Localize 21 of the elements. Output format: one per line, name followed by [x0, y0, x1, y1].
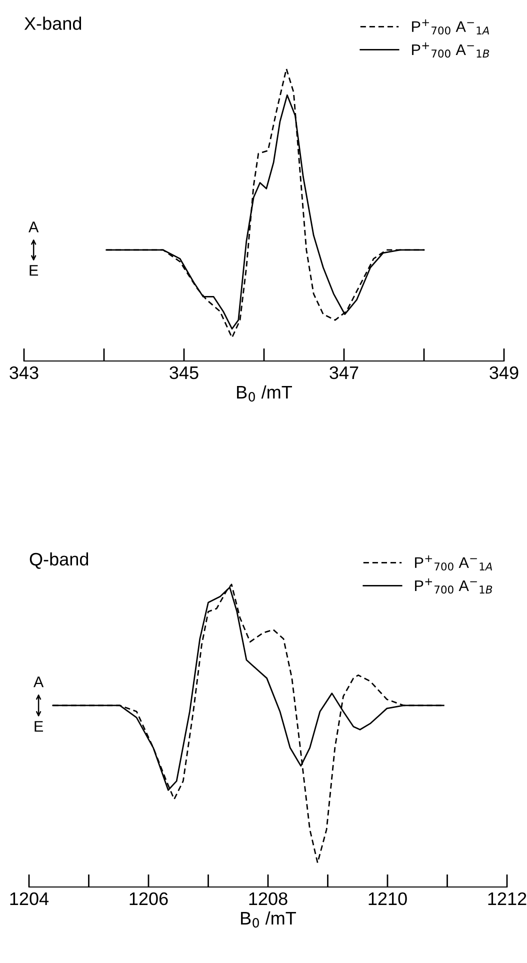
x-tick-label: 1204 — [10, 892, 49, 906]
chart-title: Q-band — [30, 552, 88, 569]
legend-label: P$^{+}$$_{700}$ A$^{−}$$_{1B}$ — [415, 578, 492, 594]
x-tick-label: 349 — [490, 366, 518, 380]
legend-label: P$^{+}$$_{700}$ A$^{−}$$_{1A}$ — [412, 19, 489, 35]
chart-title: X-band — [24, 16, 82, 30]
x-tick-label: 345 — [170, 366, 198, 380]
x-axis-title: B$_{0}$ /mT — [237, 385, 292, 402]
x-tick-label: 1210 — [368, 892, 407, 906]
annotation: A — [33, 676, 44, 688]
x-tick-label: 1208 — [249, 892, 288, 906]
annotation: E — [34, 721, 43, 732]
legend-label: P$^{+}$$_{700}$ A$^{−}$$_{1B}$ — [412, 42, 490, 58]
annotation: A — [28, 222, 39, 232]
x-axis-title: B$_{0}$ /mT — [241, 911, 296, 928]
x-tick-label: 347 — [330, 366, 358, 380]
x-tick-label: 1212 — [488, 892, 526, 905]
x-tick-label: 1206 — [130, 892, 168, 906]
annotation: E — [30, 265, 38, 276]
legend-label: P$^{+}$$_{700}$ A$^{−}$$_{1A}$ — [415, 555, 492, 571]
x-tick-label: 343 — [10, 366, 38, 380]
